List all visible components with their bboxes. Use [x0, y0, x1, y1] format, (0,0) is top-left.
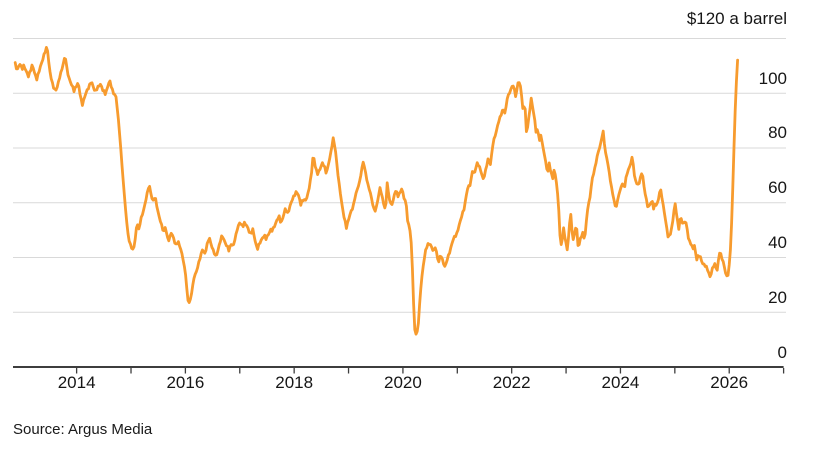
x-axis-label: 2022	[492, 373, 531, 392]
y-axis-label: 0	[777, 342, 787, 362]
y-axis-label: 60	[768, 178, 787, 198]
x-axis-label: 2014	[57, 373, 96, 392]
y-axis-top-label: $120 a barrel	[686, 9, 787, 28]
y-axis-label: 100	[758, 68, 787, 88]
price-line-series	[13, 46, 739, 336]
y-axis-label: 80	[768, 123, 787, 143]
x-axis-label: 2026	[710, 373, 749, 392]
x-axis-label: 2024	[601, 373, 640, 392]
x-axis-label: 2020	[384, 373, 422, 392]
y-axis-label: 40	[768, 232, 787, 252]
x-axis-label: 2016	[166, 373, 205, 392]
x-axis-label: 2018	[275, 373, 314, 392]
y-axis-label: 20	[768, 287, 787, 307]
source-caption: Source: Argus Media	[13, 421, 153, 438]
